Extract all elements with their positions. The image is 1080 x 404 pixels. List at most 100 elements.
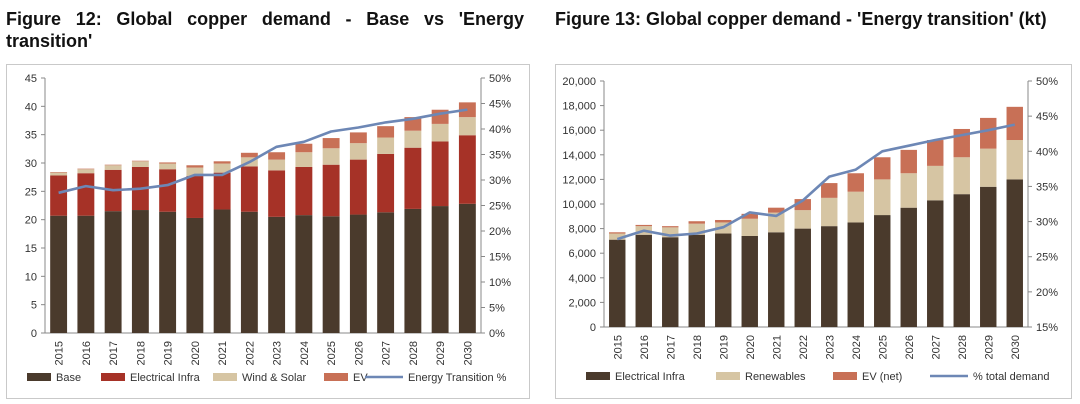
bar-ev-2026 — [349, 132, 367, 144]
y-tick-label: 25 — [25, 186, 37, 198]
x-tick-label: 2020 — [745, 335, 757, 359]
x-tick-label: 2019 — [718, 335, 730, 359]
bar-ev-2015 — [50, 172, 68, 173]
bar-ev-net--2021 — [768, 207, 785, 213]
bar-ev-net--2022 — [794, 199, 811, 211]
bar-electrical-infra-2025 — [874, 215, 891, 327]
bar-electrical-infra-2030 — [1006, 179, 1023, 327]
bar-electrical-infra-2017 — [662, 237, 679, 327]
bar-wind-solar-2025 — [322, 148, 340, 165]
x-tick-label: 2016 — [81, 341, 93, 365]
y2-tick-label: 50% — [489, 73, 511, 85]
bar-base-2021 — [213, 209, 231, 333]
x-tick-label: 2020 — [190, 341, 202, 365]
bar-electrical-infra-2026 — [900, 207, 917, 327]
bar-ev-net--2019 — [715, 219, 732, 223]
bar-wind-solar-2028 — [404, 130, 422, 148]
y2-tick-label: 50% — [1036, 76, 1058, 88]
legend-label: % total demand — [973, 371, 1049, 383]
bar-ev-2021 — [213, 161, 231, 164]
bar-ev-2025 — [322, 138, 340, 149]
bar-renewables-2030 — [1006, 140, 1023, 180]
bar-electrical-infra-2027 — [377, 153, 395, 213]
y-tick-label: 16,000 — [562, 125, 596, 137]
bar-wind-solar-2023 — [268, 159, 286, 171]
y2-tick-label: 45% — [489, 99, 511, 111]
bar-ev-2027 — [377, 126, 395, 138]
x-tick-label: 2021 — [217, 341, 229, 365]
y2-tick-label: 15% — [1036, 322, 1058, 334]
y2-tick-label: 25% — [489, 201, 511, 213]
figure-12-panel: 0 5 10 15 20 25 30 35 40 45 0% 5% 10% 15% 20% 25% 30% 35%… — [6, 64, 530, 399]
line-series--total-demand — [616, 123, 1016, 241]
y-tick-label: 8,000 — [568, 224, 596, 236]
bar-ev-net--2030 — [1006, 106, 1023, 141]
legend-label: Energy Transition % — [408, 372, 507, 384]
bar-electrical-infra-2021 — [768, 232, 785, 327]
y-tick-label: 0 — [590, 322, 596, 334]
legend-swatch — [101, 373, 125, 381]
x-tick-label: 2025 — [326, 341, 338, 365]
line-series-energy-transition- — [58, 108, 468, 195]
bar-electrical-infra-2018 — [688, 234, 705, 327]
legend-swatch — [586, 372, 610, 380]
bar-ev-2022 — [240, 152, 258, 158]
bar-wind-solar-2021 — [213, 163, 231, 173]
x-tick-label: 2024 — [299, 341, 311, 365]
x-tick-label: 2028 — [957, 335, 969, 359]
bar-electrical-infra-2019 — [715, 233, 732, 327]
bar-wind-solar-2024 — [295, 152, 313, 167]
y-tick-label: 5 — [31, 300, 37, 312]
bar-ev-2016 — [77, 168, 95, 170]
bar-renewables-2018 — [688, 223, 705, 235]
y-tick-label: 30 — [25, 158, 37, 170]
x-tick-label: 2025 — [877, 335, 889, 359]
bar-renewables-2026 — [900, 173, 917, 208]
x-tick-label: 2027 — [930, 335, 942, 359]
x-tick-label: 2023 — [824, 335, 836, 359]
bar-electrical-infra-2022 — [794, 228, 811, 327]
bar-electrical-infra-2028 — [953, 194, 970, 327]
x-tick-label: 2017 — [108, 341, 120, 365]
bar-electrical-infra-2026 — [349, 159, 367, 215]
x-tick-label: 2027 — [381, 341, 393, 365]
legend-swatch — [716, 372, 740, 380]
legend-label: Electrical Infra — [615, 371, 686, 383]
bar-renewables-2025 — [874, 179, 891, 216]
x-tick-label: 2016 — [639, 335, 651, 359]
bar-ev-net--2017 — [662, 226, 679, 228]
y2-tick-label: 20% — [1036, 287, 1058, 299]
bar-ev-net--2027 — [927, 140, 944, 166]
y-tick-label: 45 — [25, 73, 37, 85]
bar-ev-net--2015 — [609, 232, 626, 234]
bar-base-2015 — [50, 215, 68, 333]
bar-wind-solar-2030 — [458, 117, 476, 136]
bar-wind-solar-2018 — [131, 161, 149, 167]
bar-ev-2017 — [104, 164, 122, 166]
bar-base-2025 — [322, 216, 340, 333]
bar-base-2017 — [104, 211, 122, 333]
bar-wind-solar-2017 — [104, 165, 122, 170]
bar-electrical-infra-2030 — [458, 135, 476, 204]
x-tick-label: 2026 — [904, 335, 916, 359]
x-tick-label: 2028 — [408, 341, 420, 365]
y-tick-label: 12,000 — [562, 174, 596, 186]
bar-electrical-infra-2020 — [741, 235, 758, 327]
bar-ev-2020 — [186, 165, 204, 168]
figure-13-chart: 0 2,000 4,000 6,000 8,000 10,000 12,000 14,000 1… — [562, 76, 1058, 383]
y-tick-label: 14,000 — [562, 150, 596, 162]
legend-label: EV — [353, 372, 368, 384]
y2-tick-label: 25% — [1036, 252, 1058, 264]
bar-base-2019 — [159, 211, 177, 333]
x-tick-label: 2018 — [135, 341, 147, 365]
x-tick-label: 2017 — [665, 335, 677, 359]
bar-wind-solar-2026 — [349, 143, 367, 160]
x-tick-label: 2030 — [462, 341, 474, 365]
y2-tick-label: 40% — [489, 124, 511, 136]
bar-electrical-infra-2019 — [159, 169, 177, 212]
bar-electrical-infra-2016 — [77, 173, 95, 216]
legend-label: Wind & Solar — [242, 372, 307, 384]
bar-renewables-2028 — [953, 157, 970, 195]
bar-renewables-2024 — [847, 191, 864, 223]
x-tick-label: 2029 — [983, 335, 995, 359]
